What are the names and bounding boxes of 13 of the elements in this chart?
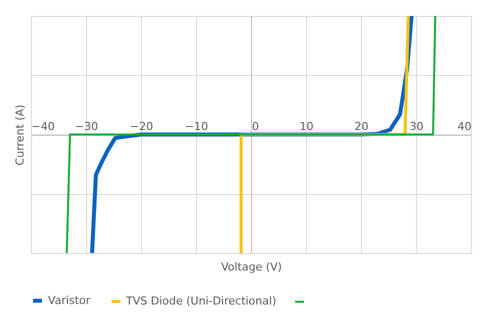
x-axis-title: Voltage (V) <box>221 260 282 274</box>
legend-label: Varistor <box>48 294 91 307</box>
x-tick-label: −30 <box>74 120 98 133</box>
x-tick-label: −20 <box>130 120 154 133</box>
x-tick-label: −10 <box>184 120 208 133</box>
x-tick-label: 20 <box>354 120 368 133</box>
x-tick-label: 30 <box>410 120 424 133</box>
y-axis-title: Current (A) <box>14 104 26 166</box>
x-tick-label: −40 <box>32 120 55 133</box>
legend-label: TVS Diode (Uni-Directional) <box>125 294 276 308</box>
x-tick-label: 0 <box>252 120 259 133</box>
x-tick-label: 10 <box>300 120 314 133</box>
x-tick-label: 40 <box>458 120 472 133</box>
